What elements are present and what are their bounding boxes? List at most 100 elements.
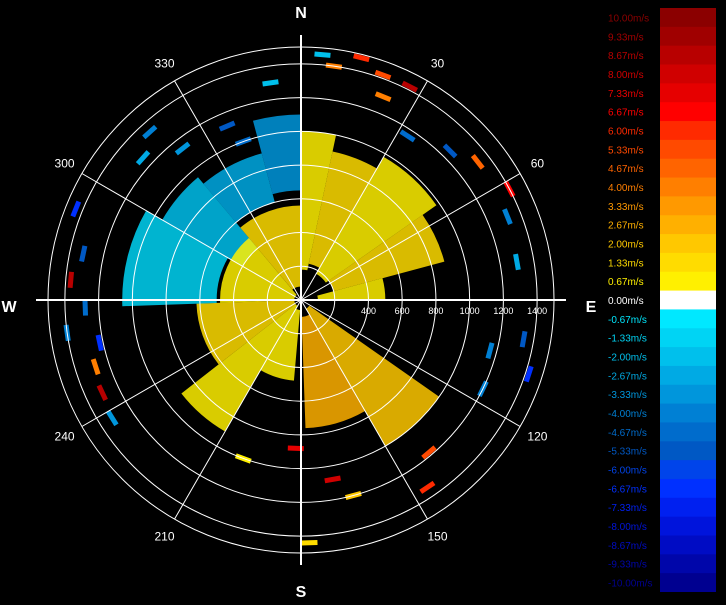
azimuth-spoke (81, 299, 302, 427)
colorbar-swatch (660, 64, 716, 84)
cardinal-north: N (295, 5, 307, 22)
velocity-echo (218, 120, 236, 132)
polar-grid (36, 35, 566, 565)
velocity-echo (519, 330, 528, 348)
azimuth-spoke (174, 80, 302, 301)
colorbar-label: -4.67m/s (608, 428, 647, 439)
colorbar-label: -0.67m/s (608, 315, 647, 326)
velocity-colorbar: 10.00m/s 9.33m/s 8.67m/s 8.00m/s 7.33m/s 6.67… (606, 8, 724, 593)
colorbar-swatch (660, 196, 716, 216)
colorbar-label: -9.33m/s (608, 560, 647, 571)
angle-label: 330 (154, 57, 174, 71)
colorbar-label: 8.67m/s (608, 51, 644, 62)
colorbar-swatch (660, 26, 716, 47)
colorbar-swatch (660, 309, 716, 329)
colorbar-label: -1.33m/s (608, 334, 647, 345)
colorbar-label: 6.00m/s (608, 126, 644, 137)
colorbar-swatch (660, 158, 716, 179)
velocity-echoes (63, 51, 534, 546)
colorbar-swatch (660, 215, 716, 235)
azimuth-spoke (174, 299, 302, 520)
colorbar-label: -10.00m/s (608, 579, 652, 590)
colorbar-label: -4.00m/s (608, 409, 647, 420)
angle-label: 60 (531, 157, 545, 171)
range-tick-label: 400 (361, 306, 376, 316)
polar-labels: N E S W 30 60 120 150 210 240 300 330 400 600 800 1… (1, 5, 597, 601)
colorbar-label: 6.67m/s (608, 108, 644, 119)
velocity-echo (67, 271, 74, 289)
colorbar-swatch (660, 177, 716, 197)
velocity-echo (523, 365, 534, 383)
colorbar-swatch (660, 328, 716, 348)
colorbar-label: 1.33m/s (608, 258, 644, 269)
colorbar-swatch (660, 535, 716, 555)
colorbar-label: 0.67m/s (608, 277, 644, 288)
range-tick-label: 1000 (460, 306, 480, 316)
colorbar-swatch (660, 121, 716, 141)
velocity-echo (70, 200, 82, 218)
velocity-echo (82, 299, 89, 316)
colorbar-swatch (660, 441, 716, 461)
velocity-echo (399, 129, 416, 143)
velocity-sector (316, 156, 437, 283)
angle-label: 210 (154, 529, 174, 543)
colorbar-label: 4.00m/s (608, 183, 644, 194)
colorbar-label: -8.67m/s (608, 541, 647, 552)
colorbar-swatch (660, 497, 716, 518)
angle-label: 240 (55, 430, 75, 444)
velocity-echo (401, 80, 418, 93)
range-tick-label: 800 (428, 306, 443, 316)
colorbar-label: 9.33m/s (608, 32, 644, 43)
colorbar-label: -6.00m/s (608, 466, 647, 477)
azimuth-spoke (300, 299, 521, 427)
cardinal-east: E (586, 299, 597, 316)
colorbar-swatch (660, 554, 716, 574)
colorbar-swatch (660, 516, 716, 536)
velocity-echo (374, 69, 392, 81)
cardinal-south: S (296, 584, 307, 600)
velocity-sector (252, 114, 301, 195)
colorbar-label: -8.00m/s (608, 522, 647, 533)
colorbar-label: 3.33m/s (608, 202, 644, 213)
colorbar-label: 10.00m/s (608, 13, 649, 24)
colorbar-label: 0.00m/s (608, 296, 644, 307)
velocity-echo (105, 409, 119, 427)
velocity-echo (324, 475, 341, 484)
velocity-echo (470, 154, 485, 170)
cardinal-west: W (1, 299, 17, 316)
velocity-sector (162, 177, 258, 267)
velocity-echo (421, 445, 437, 460)
colorbar-swatch (660, 8, 716, 28)
azimuth-spoke (300, 299, 428, 520)
colorbar-swatch (660, 403, 716, 423)
velocity-echo (419, 480, 436, 494)
velocity-echo (485, 342, 495, 360)
colorbar-svg: 10.00m/s 9.33m/s 8.67m/s 8.00m/s 7.33m/s 6.67… (608, 8, 716, 593)
colorbar-swatch (660, 102, 716, 122)
velocity-sector (306, 305, 440, 447)
velocity-echo (374, 91, 392, 103)
velocity-echo (314, 51, 331, 58)
velocity-echo (95, 334, 104, 352)
colorbar-swatch (660, 252, 716, 273)
colorbar-label: 7.33m/s (608, 89, 644, 100)
colorbar-label: -7.33m/s (608, 503, 647, 514)
velocity-echo (90, 358, 101, 376)
colorbar-swatch (660, 271, 716, 292)
colorbar-swatch (660, 347, 716, 367)
angle-label: 150 (427, 529, 447, 543)
velocity-echo (174, 141, 191, 156)
colorbar-label: 5.33m/s (608, 145, 644, 156)
radar-svg: N E S W 30 60 120 150 210 240 300 330 400 600 800 1… (1, 5, 597, 601)
colorbar-label: 2.67m/s (608, 221, 644, 232)
velocity-echo (96, 384, 108, 401)
colorbar-swatch (660, 384, 716, 405)
colorbar-swatch (660, 83, 716, 103)
colorbar-label: 2.00m/s (608, 239, 644, 250)
colorbar-label: -3.33m/s (608, 390, 647, 401)
velocity-echo (502, 208, 513, 225)
azimuth-spoke (81, 173, 302, 301)
colorbar-swatch (660, 290, 716, 310)
angle-label: 120 (527, 430, 547, 444)
colorbar-swatch (660, 365, 716, 386)
